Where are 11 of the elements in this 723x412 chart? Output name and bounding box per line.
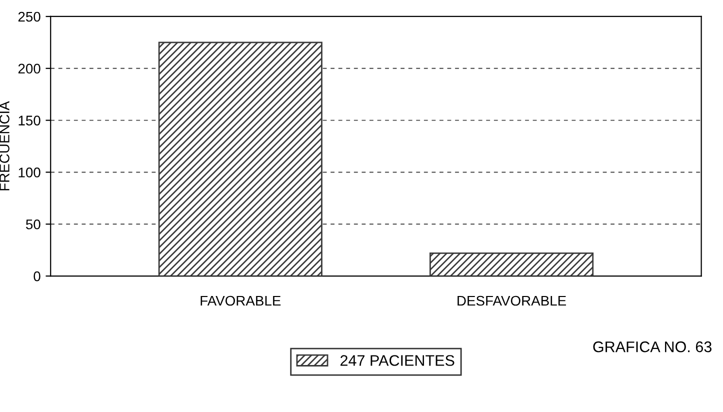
y-axis-title: FRECUENCIA <box>0 101 10 190</box>
y-tick-label: 200 <box>18 64 40 74</box>
legend-label: 247 PACIENTES <box>340 355 454 366</box>
y-tick-label: 100 <box>18 168 40 178</box>
y-tick-label: 0 <box>34 271 40 282</box>
x-tick-label: DESFAVORABLE <box>458 296 566 306</box>
x-tick-label: FAVORABLE <box>200 296 281 306</box>
y-tick-label: 50 <box>26 219 40 230</box>
y-tick-label: 150 <box>18 116 40 126</box>
text: GRAFICA NO. 63 <box>593 341 712 352</box>
y-tick-label: 250 <box>18 12 40 22</box>
